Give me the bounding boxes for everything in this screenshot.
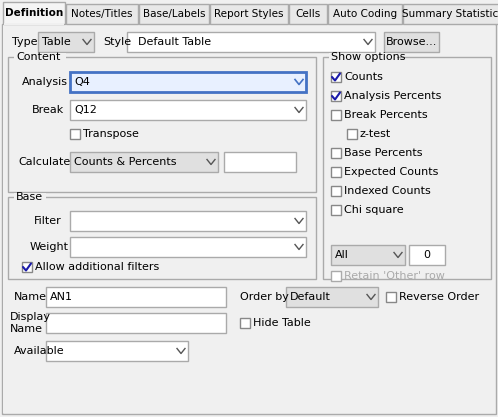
Text: Counts: Counts xyxy=(344,72,383,82)
Text: Analysis Percents: Analysis Percents xyxy=(344,91,441,101)
Bar xyxy=(139,4,209,24)
Text: Report Styles: Report Styles xyxy=(214,9,284,19)
Text: Style: Style xyxy=(103,37,131,47)
Bar xyxy=(22,262,32,272)
Bar xyxy=(331,186,341,196)
Text: Chi square: Chi square xyxy=(344,205,403,215)
Text: Break: Break xyxy=(32,105,64,115)
Bar xyxy=(210,4,288,24)
Bar xyxy=(331,205,341,215)
Bar xyxy=(347,129,357,139)
Bar xyxy=(323,57,491,279)
Bar xyxy=(4,23,64,25)
Text: z-test: z-test xyxy=(360,129,391,139)
Bar xyxy=(224,152,296,172)
Bar xyxy=(70,72,306,92)
Bar xyxy=(70,211,306,231)
Text: Default Table: Default Table xyxy=(131,37,211,47)
Text: 0: 0 xyxy=(423,250,430,260)
Text: Reverse Order: Reverse Order xyxy=(399,292,479,302)
Bar xyxy=(409,245,445,265)
Text: Break Percents: Break Percents xyxy=(344,110,428,120)
Text: AN1: AN1 xyxy=(50,292,73,302)
Bar xyxy=(331,72,341,82)
Bar xyxy=(70,129,80,139)
Text: Transpose: Transpose xyxy=(83,129,139,139)
Text: Order by: Order by xyxy=(240,292,289,302)
Text: Content: Content xyxy=(16,52,60,62)
Bar xyxy=(331,167,341,177)
Bar xyxy=(384,32,439,52)
Bar xyxy=(8,197,316,279)
Text: Calculate: Calculate xyxy=(18,157,70,167)
Text: Table: Table xyxy=(42,37,71,47)
Bar xyxy=(127,32,375,52)
Text: Retain 'Other' row: Retain 'Other' row xyxy=(344,271,445,281)
Text: Filter: Filter xyxy=(34,216,62,226)
Bar xyxy=(331,110,341,120)
Text: Q4: Q4 xyxy=(74,77,90,87)
Bar xyxy=(331,148,341,158)
Bar xyxy=(286,287,378,307)
Bar xyxy=(403,4,498,24)
Bar xyxy=(70,237,306,257)
Text: Display
Name: Display Name xyxy=(10,312,51,334)
Bar xyxy=(386,292,396,302)
Text: Definition: Definition xyxy=(5,8,63,18)
Bar xyxy=(46,287,226,307)
Text: Base Percents: Base Percents xyxy=(344,148,422,158)
Bar xyxy=(8,57,316,192)
Bar xyxy=(38,32,94,52)
Text: Default: Default xyxy=(290,292,331,302)
Text: Name: Name xyxy=(14,292,47,302)
Bar xyxy=(329,53,397,62)
Bar xyxy=(328,4,402,24)
Text: Counts & Percents: Counts & Percents xyxy=(74,157,176,167)
Bar xyxy=(14,193,46,202)
Text: Type: Type xyxy=(12,37,37,47)
Bar xyxy=(331,271,341,281)
Text: Cells: Cells xyxy=(295,9,321,19)
Text: Q12: Q12 xyxy=(74,105,97,115)
Bar xyxy=(46,341,188,361)
Text: All: All xyxy=(335,250,349,260)
Text: Summary Statistics: Summary Statistics xyxy=(402,9,498,19)
Bar xyxy=(3,2,65,24)
Text: Analysis: Analysis xyxy=(22,77,68,87)
Text: Notes/Titles: Notes/Titles xyxy=(71,9,133,19)
Bar xyxy=(14,53,66,62)
Text: Hide Table: Hide Table xyxy=(253,318,311,328)
Text: Show options: Show options xyxy=(331,52,405,62)
Text: Browse...: Browse... xyxy=(386,37,437,47)
Text: Allow additional filters: Allow additional filters xyxy=(35,262,159,272)
Bar xyxy=(240,318,250,328)
Bar xyxy=(289,4,327,24)
Text: Indexed Counts: Indexed Counts xyxy=(344,186,431,196)
Bar xyxy=(46,313,226,333)
Text: Weight: Weight xyxy=(30,242,69,252)
Bar xyxy=(331,245,405,265)
Bar xyxy=(70,152,218,172)
Text: Available: Available xyxy=(14,346,65,356)
Text: Auto Coding: Auto Coding xyxy=(333,9,397,19)
Text: Expected Counts: Expected Counts xyxy=(344,167,438,177)
Text: Base/Labels: Base/Labels xyxy=(143,9,205,19)
Text: Base: Base xyxy=(16,192,43,202)
Bar xyxy=(66,4,138,24)
Bar xyxy=(70,100,306,120)
Bar xyxy=(331,91,341,101)
